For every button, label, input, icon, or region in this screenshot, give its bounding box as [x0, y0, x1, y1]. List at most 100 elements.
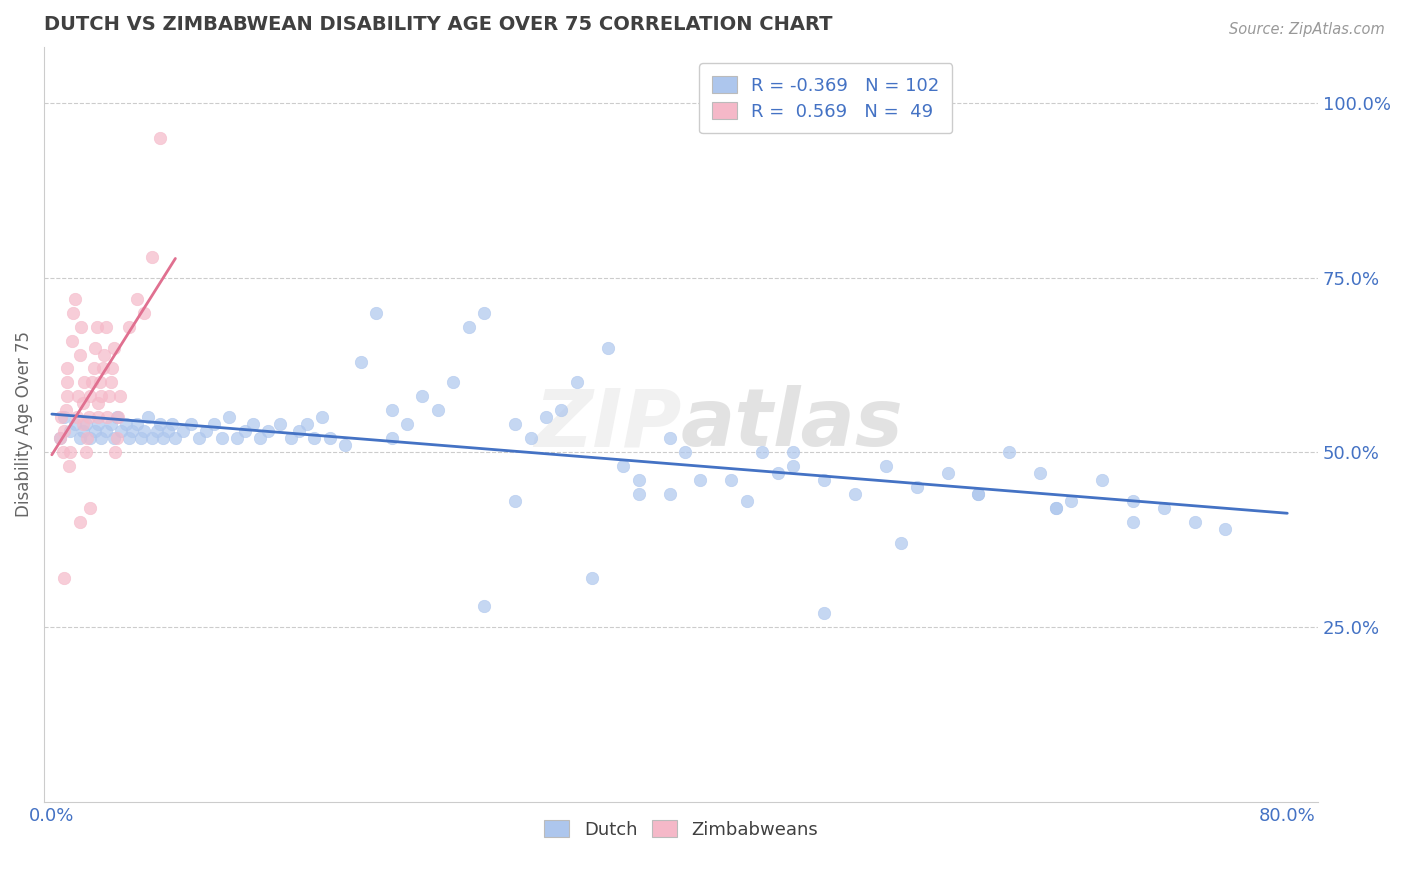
- Point: [519, 432, 541, 446]
- Point: [63, 417, 86, 432]
- Point: [1029, 467, 1052, 481]
- Point: [53, 571, 76, 585]
- Point: [162, 417, 184, 432]
- Point: [319, 432, 342, 446]
- Point: [69, 347, 91, 361]
- Point: [53, 425, 76, 439]
- Point: [1153, 501, 1175, 516]
- Point: [87, 396, 110, 410]
- Point: [105, 410, 128, 425]
- Point: [936, 467, 959, 481]
- Point: [766, 467, 789, 481]
- Point: [1122, 516, 1144, 530]
- Point: [1184, 516, 1206, 530]
- Point: [93, 347, 115, 361]
- Point: [87, 410, 110, 425]
- Point: [77, 410, 100, 425]
- Point: [48, 432, 70, 446]
- Point: [75, 445, 97, 459]
- Point: [48, 432, 70, 446]
- Point: [311, 410, 333, 425]
- Point: [782, 445, 804, 459]
- Point: [53, 410, 76, 425]
- Point: [56, 389, 79, 403]
- Point: [875, 459, 897, 474]
- Point: [550, 403, 572, 417]
- Point: [91, 361, 114, 376]
- Point: [72, 396, 94, 410]
- Point: [60, 334, 83, 348]
- Point: [67, 389, 90, 403]
- Point: [149, 130, 172, 145]
- Point: [136, 410, 159, 425]
- Point: [596, 341, 619, 355]
- Point: [720, 474, 742, 488]
- Point: [218, 410, 240, 425]
- Point: [350, 354, 373, 368]
- Point: [110, 425, 132, 439]
- Point: [75, 417, 97, 432]
- Point: [87, 417, 110, 432]
- Point: [751, 445, 773, 459]
- Point: [565, 376, 588, 390]
- Point: [411, 389, 433, 403]
- Point: [59, 425, 82, 439]
- Point: [103, 432, 125, 446]
- Point: [426, 403, 449, 417]
- Point: [55, 403, 77, 417]
- Point: [98, 389, 121, 403]
- Point: [658, 487, 681, 501]
- Point: [90, 432, 112, 446]
- Y-axis label: Disability Age Over 75: Disability Age Over 75: [15, 332, 32, 517]
- Point: [211, 432, 233, 446]
- Point: [304, 432, 326, 446]
- Point: [100, 417, 122, 432]
- Point: [94, 425, 117, 439]
- Point: [59, 445, 82, 459]
- Point: [280, 432, 302, 446]
- Point: [63, 292, 86, 306]
- Text: Source: ZipAtlas.com: Source: ZipAtlas.com: [1229, 22, 1385, 37]
- Point: [735, 494, 758, 508]
- Point: [70, 319, 93, 334]
- Point: [86, 319, 108, 334]
- Point: [134, 305, 156, 319]
- Point: [180, 417, 202, 432]
- Point: [121, 425, 143, 439]
- Point: [257, 425, 280, 439]
- Point: [134, 425, 156, 439]
- Point: [472, 305, 495, 319]
- Point: [165, 432, 187, 446]
- Point: [226, 432, 249, 446]
- Point: [72, 417, 94, 432]
- Point: [844, 487, 866, 501]
- Point: [581, 571, 603, 585]
- Point: [115, 417, 138, 432]
- Point: [73, 376, 96, 390]
- Point: [673, 445, 696, 459]
- Point: [890, 536, 912, 550]
- Point: [94, 319, 117, 334]
- Point: [103, 341, 125, 355]
- Point: [79, 432, 101, 446]
- Point: [457, 319, 479, 334]
- Point: [131, 432, 153, 446]
- Point: [118, 432, 141, 446]
- Point: [125, 292, 148, 306]
- Point: [1060, 494, 1083, 508]
- Point: [89, 376, 111, 390]
- Point: [69, 432, 91, 446]
- Point: [96, 410, 118, 425]
- Point: [1045, 501, 1067, 516]
- Point: [100, 376, 122, 390]
- Point: [998, 445, 1021, 459]
- Point: [288, 425, 311, 439]
- Legend: Dutch, Zimbabweans: Dutch, Zimbabweans: [537, 813, 825, 847]
- Point: [152, 432, 174, 446]
- Point: [472, 599, 495, 614]
- Point: [118, 319, 141, 334]
- Point: [146, 425, 169, 439]
- Point: [90, 389, 112, 403]
- Point: [782, 459, 804, 474]
- Point: [813, 607, 835, 621]
